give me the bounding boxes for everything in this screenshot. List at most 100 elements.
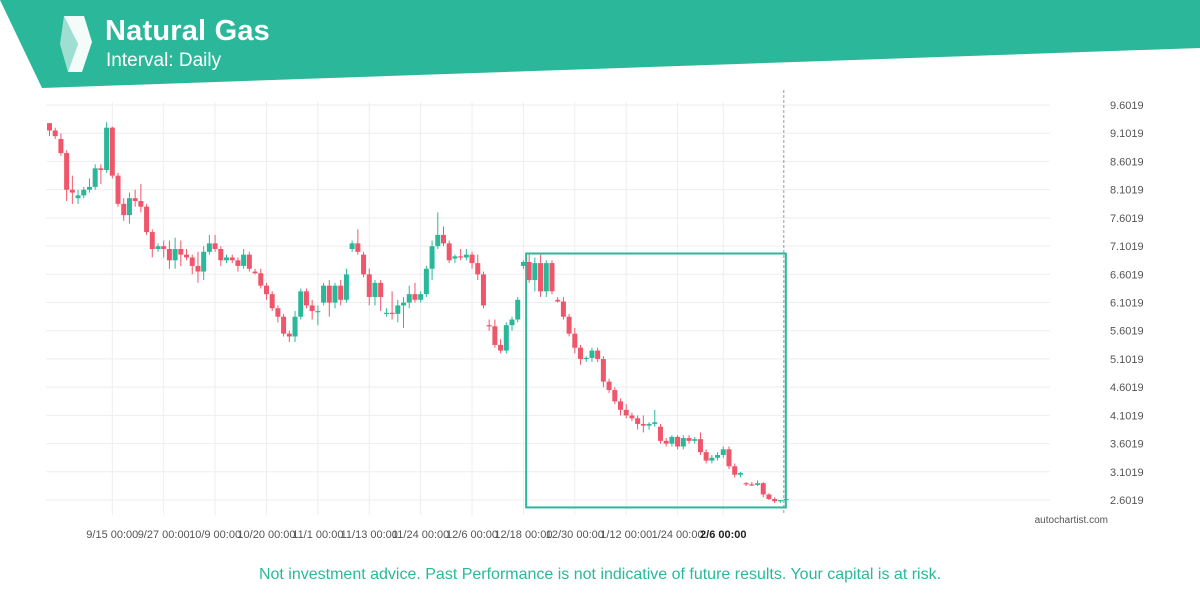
candle-body — [64, 153, 70, 190]
candle-body — [104, 127, 110, 171]
candle-body — [612, 390, 618, 402]
candle-body — [132, 198, 138, 202]
candle-body — [378, 282, 384, 297]
candle-body — [332, 285, 338, 303]
candle-body — [298, 291, 304, 317]
header-background — [0, 0, 1200, 88]
candle-body — [138, 201, 144, 207]
y-tick-label: 3.1019 — [1110, 467, 1144, 479]
candle-body — [155, 246, 161, 250]
candle-body — [726, 449, 732, 467]
candle-body — [720, 449, 726, 455]
candle-body — [252, 271, 258, 274]
candle-body — [760, 483, 766, 495]
candle-body — [520, 261, 526, 266]
candle-body — [218, 249, 224, 261]
candle-body — [515, 299, 521, 320]
candle-body — [349, 243, 355, 250]
candle-body — [486, 325, 492, 327]
candle-body — [595, 350, 601, 360]
pattern-box — [525, 252, 787, 509]
candle-body — [458, 256, 464, 258]
candle-body — [600, 359, 606, 382]
disclaimer: Not investment advice. Past Performance … — [258, 566, 942, 583]
candle-body — [321, 285, 327, 303]
candle-body — [715, 454, 721, 458]
candle-body — [480, 274, 486, 306]
candle-body — [269, 294, 275, 309]
candle-body — [229, 257, 235, 261]
y-tick-label: 3.6019 — [1110, 439, 1144, 451]
y-tick-label: 6.1019 — [1110, 298, 1144, 310]
candle-body — [366, 274, 372, 297]
candle-body — [498, 344, 504, 351]
candle-body — [372, 282, 378, 297]
candle-body — [292, 316, 298, 337]
watermark: autochartist.com — [1035, 515, 1108, 526]
candle-body — [121, 203, 127, 216]
candle-body — [52, 130, 58, 137]
axes: 2.6019 3.1019 3.6019 4.1019 4.6019 5.1019 5.60… — [86, 100, 1143, 541]
candle-body — [549, 263, 555, 292]
candle-body — [92, 168, 98, 187]
chart-subtitle: Interval: Daily — [106, 50, 222, 71]
candle-body — [618, 401, 623, 410]
candlestick-chart: 2.6019 3.1019 3.6019 4.1019 4.6019 5.1019 5.60… — [46, 90, 1144, 541]
candle-body — [749, 484, 755, 486]
candles — [47, 122, 789, 503]
candle-body — [246, 254, 252, 269]
y-tick-label: 9.6019 — [1110, 100, 1144, 112]
candle-body — [212, 243, 218, 250]
candle-body — [640, 423, 646, 426]
candle-body — [772, 498, 778, 502]
y-tick-label: 4.1019 — [1110, 410, 1144, 422]
x-tick-label: 1/12 00:00 — [600, 529, 652, 541]
x-tick-label: 11/13 00:00 — [341, 529, 398, 541]
candle-body — [492, 326, 498, 345]
candle-body — [755, 483, 761, 485]
chart-title: Natural Gas — [105, 15, 270, 47]
candle-body — [81, 189, 87, 196]
candle-body — [69, 189, 75, 193]
candle-body — [652, 422, 658, 424]
candle-body — [709, 457, 715, 461]
candle-body — [389, 312, 395, 314]
candle-body — [555, 299, 561, 302]
candle-body — [75, 195, 81, 199]
candle-body — [326, 285, 332, 303]
candle-body — [509, 319, 515, 326]
candle-body — [635, 418, 641, 424]
candle-body — [235, 260, 241, 266]
candle-body — [263, 285, 269, 295]
candle-body — [286, 333, 292, 337]
candle-body — [144, 206, 150, 233]
pattern-layer — [525, 252, 787, 509]
candle-body — [281, 316, 287, 334]
candle-body — [241, 254, 247, 266]
candle-body — [338, 285, 344, 300]
candle-body — [669, 436, 675, 444]
candle-body — [206, 243, 212, 252]
candle-body — [98, 168, 104, 171]
y-tick-label: 5.1019 — [1110, 354, 1144, 366]
x-tick-label: 11/1 00:00 — [292, 529, 343, 541]
candle-body — [675, 436, 681, 447]
header-band — [0, 0, 1200, 88]
candle-body — [126, 198, 132, 216]
candle-body — [275, 308, 281, 317]
candle-body — [406, 294, 412, 303]
x-tick-label: 9/27 00:00 — [138, 529, 190, 541]
candle-body — [697, 439, 703, 453]
candle-body — [258, 273, 264, 286]
candle-body — [395, 305, 401, 314]
candle-body — [343, 274, 349, 300]
candle-body — [703, 452, 709, 461]
candle-body — [47, 123, 52, 131]
candle-body — [692, 439, 698, 441]
candle-body — [743, 483, 749, 485]
candle-body — [418, 294, 424, 300]
y-tick-label: 8.1019 — [1110, 185, 1144, 197]
candle-body — [452, 256, 458, 259]
candle-body — [423, 268, 429, 295]
candle-body — [463, 254, 469, 258]
